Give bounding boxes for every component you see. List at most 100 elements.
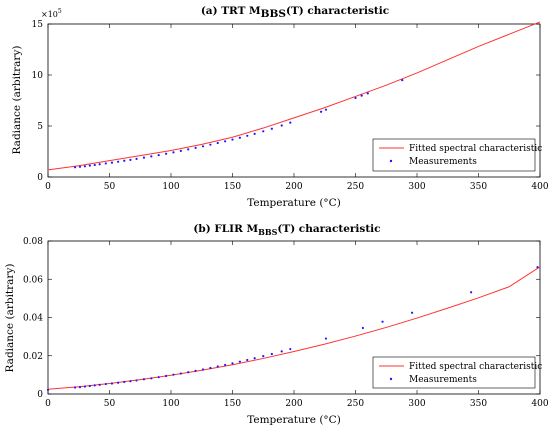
chart-a-x-tick-label: 400 (531, 182, 548, 192)
chart-b-title-main: (b) FLIR M (193, 223, 258, 235)
chart-a-legend-measurement-label: Measurements (409, 157, 477, 167)
chart-b-measurement-point (216, 365, 219, 368)
chart-b-measurement-point (78, 386, 82, 389)
chart-b-measurement-point (110, 382, 114, 385)
chart-a-measurement-point (194, 146, 197, 149)
chart-b-title-sub: BBS (258, 227, 278, 237)
chart-b-legend-box (372, 356, 536, 389)
chart-a-measurement-point (209, 143, 212, 146)
chart-a-legend: Fitted spectral characteristic Measureme… (372, 138, 542, 172)
chart-a-measurement-point (366, 92, 369, 95)
chart-a-measurement-point (135, 157, 138, 160)
chart-b-x-tick-label: 0 (45, 399, 51, 409)
chart-b-measurement-point (123, 380, 126, 384)
chart-b-measurement-point (253, 357, 256, 360)
chart-b-x-axis-label: Temperature (°C) (247, 414, 341, 426)
chart-b-measurement-point (135, 379, 138, 382)
chart-b-measurement-point (238, 360, 241, 363)
chart-a-measurement-point (110, 161, 114, 164)
chart-a-measurement-point (142, 156, 146, 159)
chart-a-measurement-point (157, 153, 160, 157)
chart-b-measurement-point (194, 369, 197, 372)
chart-a-measurement-point (324, 108, 328, 111)
chart-b-y-tick-label: 0.08 (23, 237, 43, 247)
chart-a-legend-fit-label: Fitted spectral characteristic (409, 144, 542, 154)
chart-a: (a) TRT MBBS(T) characteristic ×105 0 50 1… (11, 5, 549, 209)
chart-b-measurement-point (289, 347, 292, 351)
chart-b-measurement-points (46, 266, 539, 391)
chart-a-measurement-point (224, 140, 227, 143)
chart-b-measurement-point (246, 358, 249, 362)
chart-a-x-tick-label: 50 (104, 182, 116, 192)
chart-b-measurement-point (324, 337, 328, 340)
chart-a-measurement-point (289, 121, 292, 124)
chart-b-measurement-point (83, 385, 86, 388)
chart-a-measurement-point (150, 155, 153, 158)
chart-a-measurement-point (216, 141, 219, 145)
chart-a-measurement-point (238, 136, 241, 139)
chart-a-measurement-point (360, 94, 363, 97)
chart-a-measurement-point (93, 163, 96, 167)
chart-a-y-axis-label: Radiance (arbitrary) (11, 46, 23, 155)
chart-b-legend-measurement-label: Measurements (409, 375, 477, 385)
chart-a-measurement-point (73, 166, 77, 169)
chart-a-title-main: (a) TRT M (201, 5, 261, 17)
chart-b-y-tick-label: 0 (37, 390, 43, 400)
chart-a-x-ticks: 0 50 100 150 200 250 300 350 400 (45, 24, 549, 192)
chart-a-measurement-point (78, 165, 82, 168)
chart-b-measurement-point (470, 291, 473, 294)
chart-a-measurement-point (88, 164, 91, 167)
chart-a-x-tick-label: 150 (224, 182, 241, 192)
chart-b-measurement-point (88, 384, 91, 388)
chart-b-measurement-point (361, 326, 364, 330)
chart-a-x-tick-label: 200 (285, 182, 302, 192)
chart-b-measurement-point (179, 372, 182, 375)
chart-b-x-tick-label: 200 (285, 399, 302, 409)
chart-b: (b) FLIR MBBS(T) characteristic 0 50 100 15… (4, 223, 549, 426)
chart-a-measurement-point (201, 145, 205, 148)
chart-b-measurement-point (98, 383, 101, 386)
chart-b-measurement-point (73, 386, 77, 389)
chart-b-legend: Fitted spectral characteristic Measureme… (372, 356, 542, 389)
chart-a-measurement-point (270, 127, 273, 130)
chart-a-measurement-points (73, 79, 404, 169)
chart-b-measurement-point (410, 311, 414, 314)
chart-b-measurement-point (46, 388, 50, 391)
chart-b-measurement-point (381, 320, 384, 323)
chart-a-measurement-point (98, 163, 101, 166)
chart-b-title-tail: (T) characteristic (277, 223, 380, 235)
chart-b-measurement-point (104, 382, 107, 386)
chart-a-x-tick-label: 250 (347, 182, 364, 192)
chart-b-measurement-point (129, 380, 132, 383)
chart-a-measurement-point (187, 148, 190, 151)
chart-a-x-tick-label: 100 (162, 182, 179, 192)
chart-b-measurement-point (93, 384, 96, 387)
chart-b-x-tick-label: 350 (470, 399, 487, 409)
chart-b-y-tick-label: 0.02 (23, 352, 43, 362)
chart-a-measurement-point (253, 132, 256, 135)
chart-a-measurement-point (129, 158, 132, 161)
chart-a-measurement-point (104, 162, 107, 165)
chart-b-measurement-point (172, 373, 175, 376)
chart-b-measurement-point (142, 378, 146, 381)
chart-a-measurement-point (123, 159, 126, 162)
chart-a-x-tick-label: 300 (408, 182, 425, 192)
chart-b-measurement-point (117, 381, 120, 384)
chart-a-measurement-point (231, 138, 234, 141)
chart-b-y-axis-label: Radiance (arbitrary) (4, 264, 16, 373)
chart-a-legend-measurement-swatch (389, 159, 393, 163)
chart-b-x-tick-label: 100 (162, 399, 179, 409)
chart-a-legend-box (372, 138, 536, 172)
chart-b-measurement-point (536, 266, 539, 269)
chart-a-x-tick-label: 0 (45, 182, 51, 192)
chart-a-x-tick-label: 350 (470, 182, 487, 192)
chart-b-measurement-point (150, 377, 153, 380)
chart-a-y-tick-label: 10 (32, 71, 44, 81)
chart-b-measurement-point (280, 350, 283, 353)
chart-a-exponent: ×105 (41, 8, 62, 19)
chart-b-legend-fit-label: Fitted spectral characteristic (409, 362, 542, 372)
chart-b-measurement-point (164, 374, 168, 378)
chart-a-measurement-point (280, 124, 283, 127)
chart-b-title: (b) FLIR MBBS(T) characteristic (193, 223, 380, 237)
